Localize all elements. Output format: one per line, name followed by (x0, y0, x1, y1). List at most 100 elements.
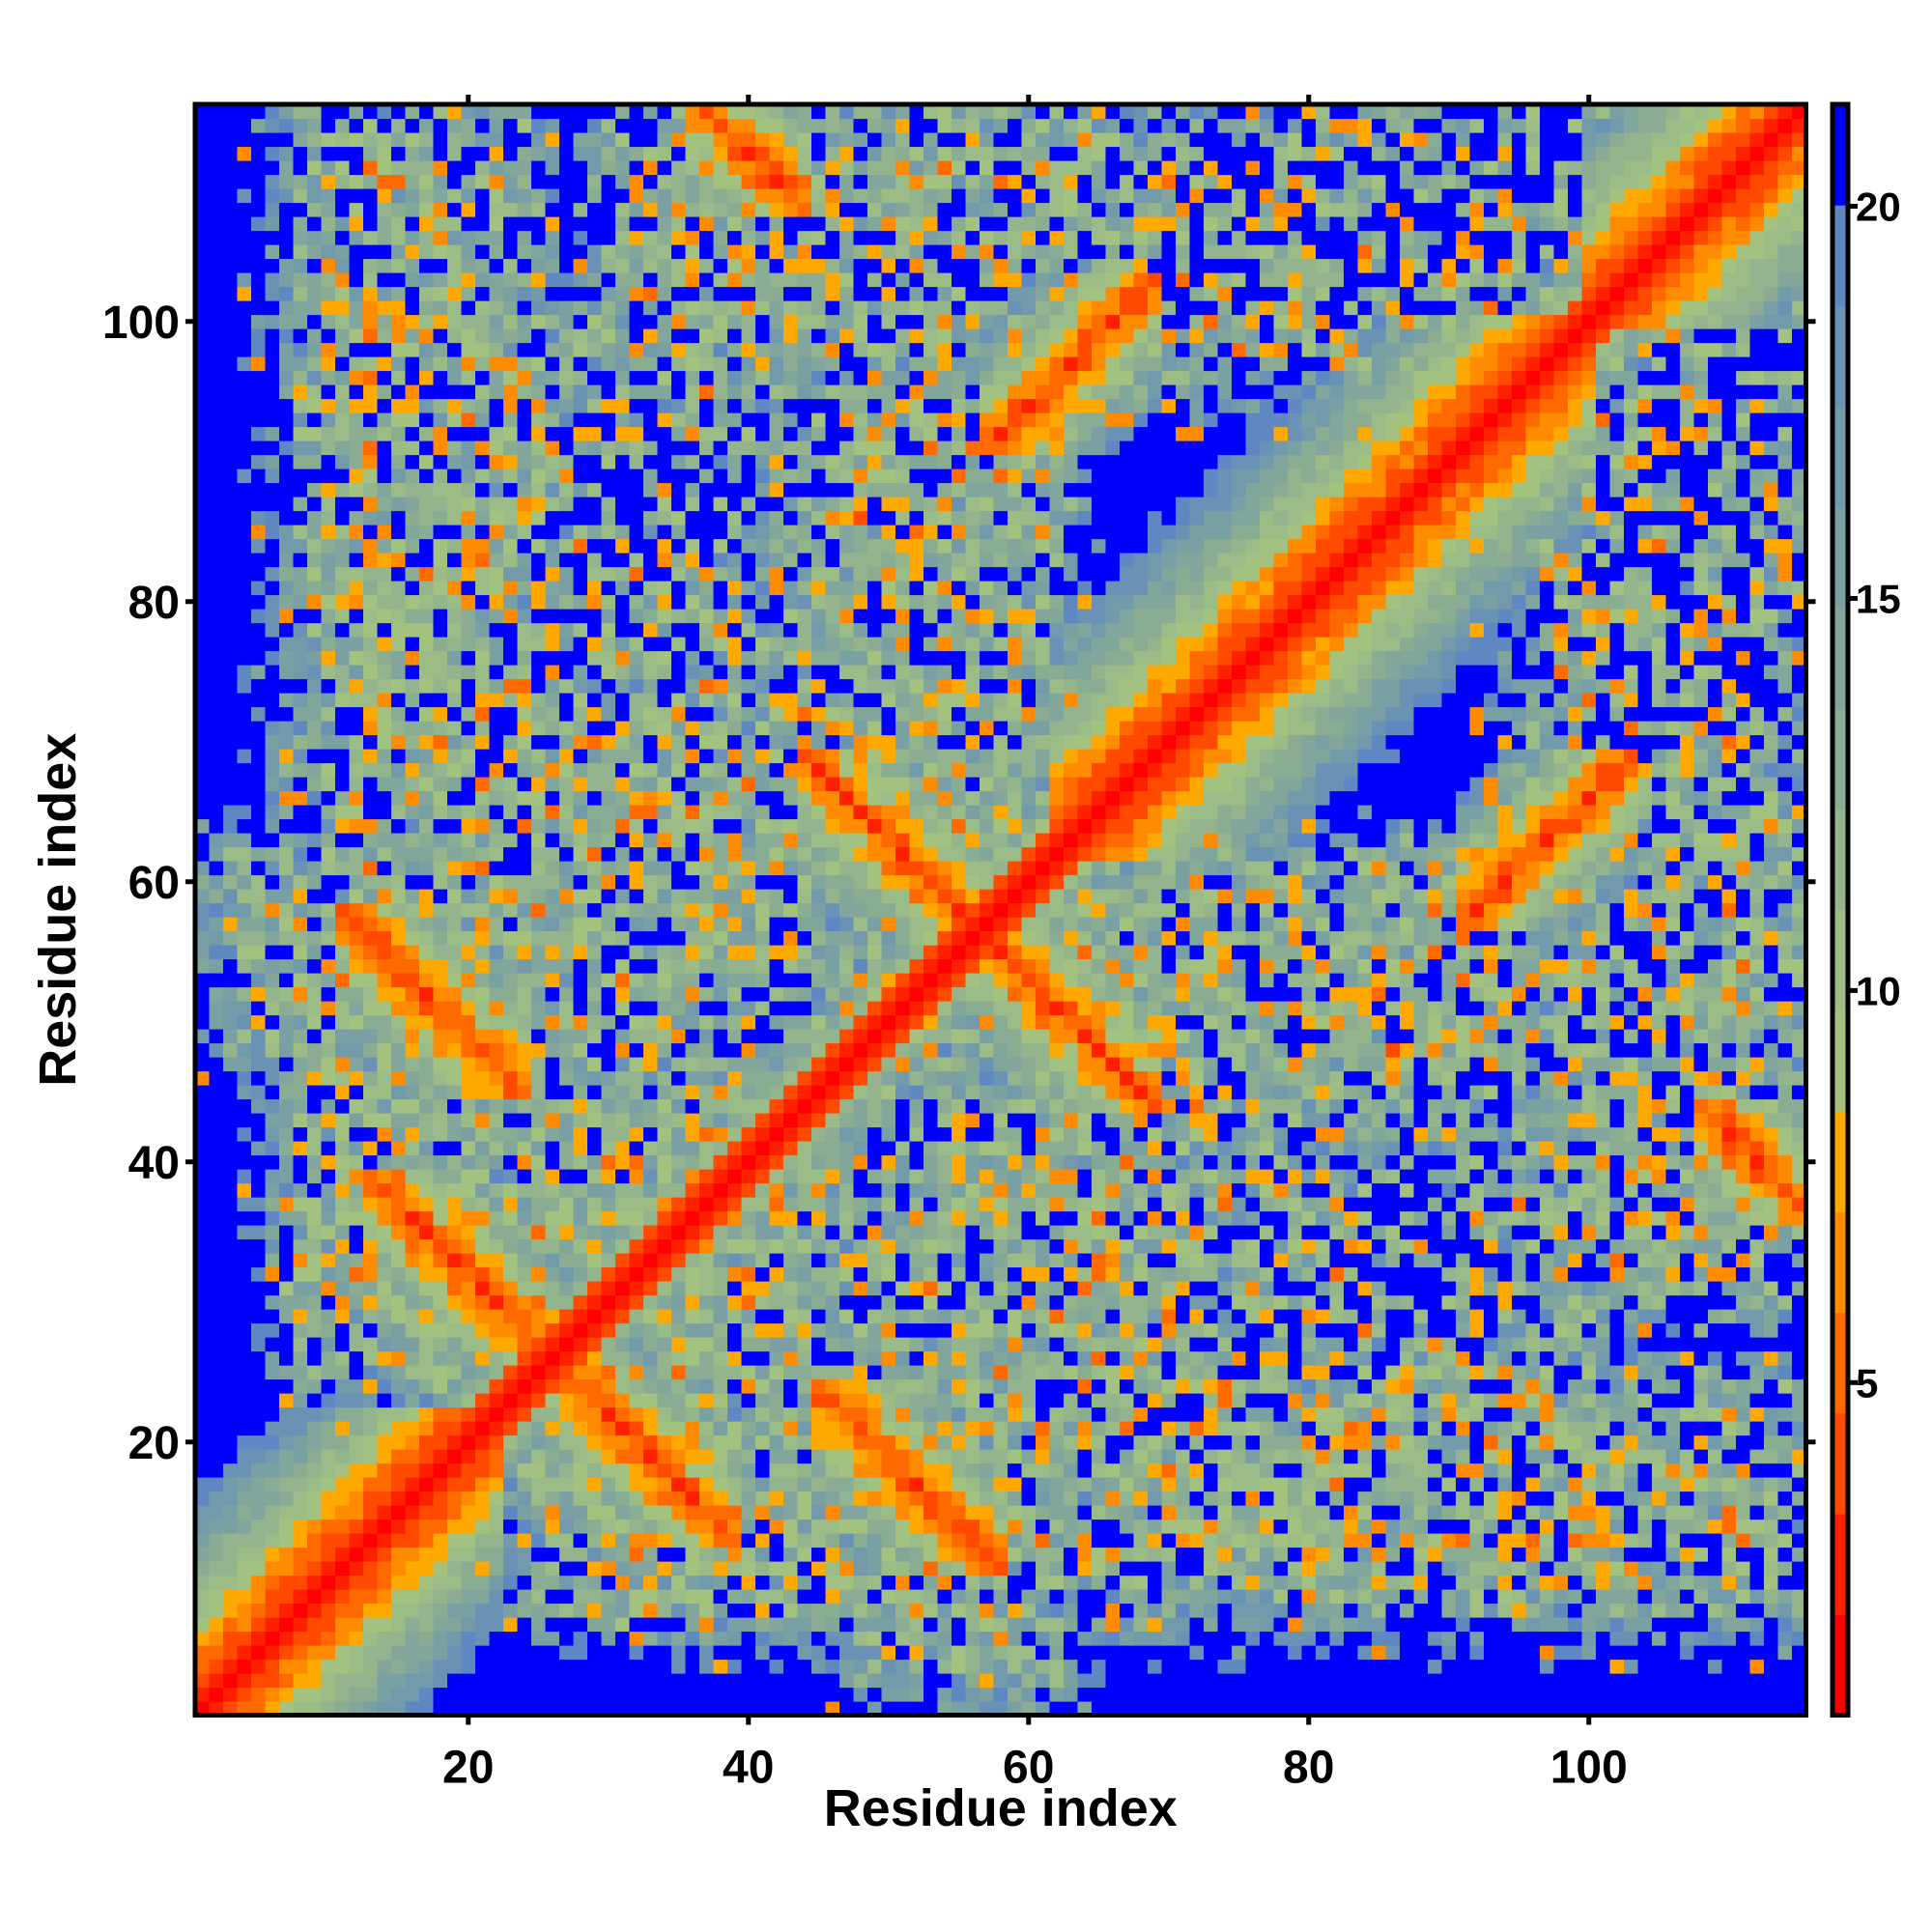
heatmap-cell (419, 1505, 435, 1520)
heatmap-cell (307, 594, 323, 610)
heatmap-cell (671, 721, 687, 736)
heatmap-cell (601, 1337, 616, 1352)
heatmap-cell (755, 1406, 771, 1422)
heatmap-cell (489, 1561, 504, 1577)
heatmap-cell (321, 734, 336, 750)
heatmap-cell (279, 272, 295, 288)
heatmap-cell (461, 1141, 476, 1156)
heatmap-cell (531, 258, 547, 273)
heatmap-cell (657, 272, 672, 288)
heatmap-cell (209, 1154, 224, 1170)
heatmap-cell (769, 1589, 784, 1605)
heatmap-cell (475, 1533, 491, 1548)
heatmap-cell (671, 1365, 687, 1380)
heatmap-cell (279, 1070, 295, 1086)
heatmap-cell (209, 1561, 224, 1577)
heatmap-cell (265, 286, 280, 301)
heatmap-cell (321, 1589, 336, 1605)
heatmap-cell (223, 1266, 239, 1282)
heatmap-cell (559, 104, 575, 120)
heatmap-cell (601, 1673, 616, 1689)
heatmap-cell (587, 510, 603, 526)
heatmap-cell (489, 440, 504, 456)
heatmap-cell (573, 230, 588, 245)
heatmap-cell (265, 258, 280, 273)
heatmap-cell (265, 874, 280, 890)
heatmap-cell (615, 958, 631, 974)
heatmap-cell (587, 286, 603, 301)
heatmap-cell (503, 1631, 519, 1646)
heatmap-cell (643, 693, 659, 708)
heatmap-cell (545, 1519, 560, 1534)
heatmap-cell (461, 637, 476, 652)
heatmap-cell (559, 510, 575, 526)
heatmap-cell (755, 286, 771, 301)
heatmap-cell (503, 132, 519, 148)
heatmap-cell (405, 497, 420, 512)
heatmap-cell (363, 930, 379, 946)
heatmap-cell (755, 846, 771, 862)
heatmap-cell (783, 300, 799, 316)
heatmap-cell (307, 160, 323, 176)
heatmap-cell (335, 454, 351, 469)
heatmap-cell (293, 846, 308, 862)
heatmap-cell (237, 1575, 252, 1590)
heatmap-cell (685, 118, 700, 133)
heatmap-cell (601, 132, 616, 148)
heatmap-cell (433, 314, 448, 329)
heatmap-cell (433, 749, 448, 764)
heatmap-cell (671, 622, 687, 638)
heatmap-cell (657, 777, 672, 792)
heatmap-cell (489, 398, 504, 413)
heatmap-cell (377, 1519, 392, 1534)
heatmap-cell (741, 553, 756, 568)
heatmap-cell (419, 609, 435, 624)
heatmap-cell (209, 861, 224, 876)
heatmap-cell (209, 384, 224, 400)
heatmap-cell (489, 132, 504, 148)
heatmap-cell (433, 174, 448, 189)
heatmap-cell (195, 1350, 211, 1366)
heatmap-cell (587, 693, 603, 708)
heatmap-cell (573, 1406, 588, 1422)
heatmap-cell (545, 188, 560, 204)
heatmap-cell (251, 1169, 267, 1184)
heatmap-cell (517, 188, 532, 204)
heatmap-cell (629, 1126, 644, 1142)
heatmap-cell (321, 1631, 336, 1646)
heatmap-cell (671, 356, 687, 372)
heatmap-cell (615, 1294, 631, 1310)
heatmap-cell (279, 1113, 295, 1128)
heatmap-cell (377, 398, 392, 413)
heatmap-cell (279, 693, 295, 708)
heatmap-cell (657, 749, 672, 764)
heatmap-cell (531, 469, 547, 484)
heatmap-cell (363, 734, 379, 750)
heatmap-cell (265, 1057, 280, 1072)
heatmap-cell (517, 1350, 532, 1366)
heatmap-cell (461, 1435, 476, 1450)
heatmap-cell (419, 454, 435, 469)
heatmap-cell (489, 426, 504, 441)
heatmap-cell (517, 1266, 532, 1282)
heatmap-cell (405, 412, 420, 428)
heatmap-cell (741, 1378, 756, 1394)
heatmap-cell (363, 790, 379, 806)
heatmap-cell (545, 132, 560, 148)
heatmap-cell (461, 342, 476, 357)
heatmap-cell (279, 482, 295, 497)
heatmap-cell (741, 917, 756, 932)
heatmap-cell (251, 440, 267, 456)
heatmap-cell (223, 1477, 239, 1492)
heatmap-cell (587, 174, 603, 189)
heatmap-cell (531, 818, 547, 834)
heatmap-cell (629, 917, 644, 932)
heatmap-cell (419, 833, 435, 848)
heatmap-cell (251, 566, 267, 582)
heatmap-cell (405, 1519, 420, 1534)
heatmap-cell (545, 342, 560, 357)
heatmap-cell (335, 1645, 351, 1661)
heatmap-cell (349, 1406, 364, 1422)
heatmap-cell (251, 1449, 267, 1464)
heatmap-cell (545, 1617, 560, 1633)
